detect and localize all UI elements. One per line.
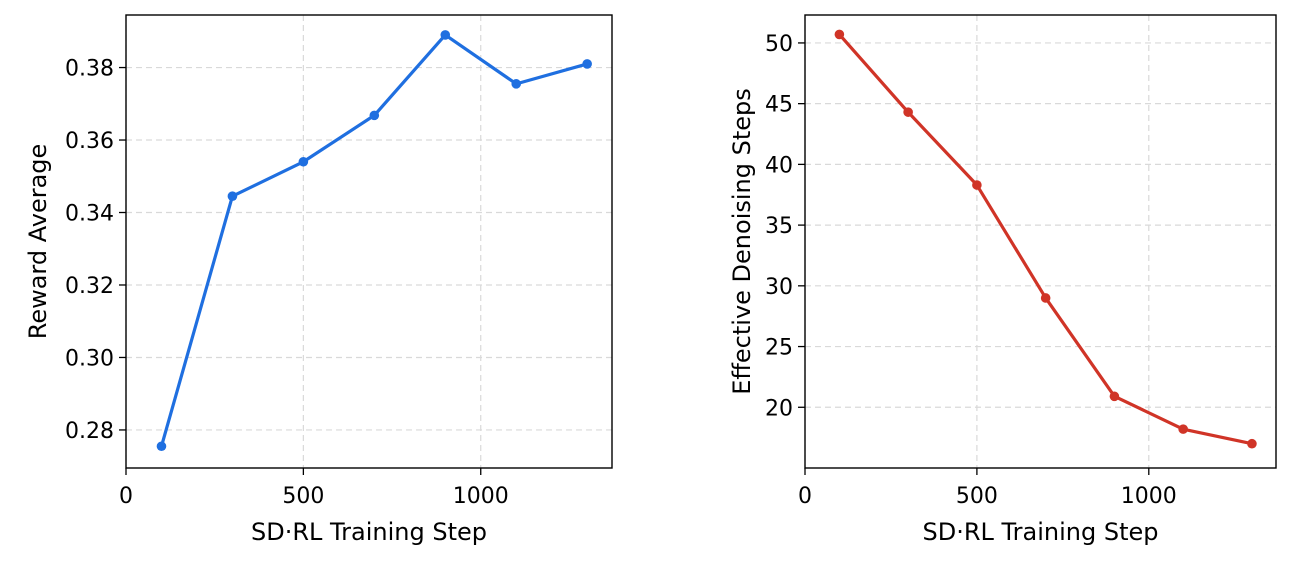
data-point <box>972 180 982 190</box>
y-tick-label: 30 <box>765 275 793 300</box>
data-point <box>1109 391 1120 402</box>
x-axis-label: SD·RL Training Step <box>251 518 487 546</box>
data-point <box>834 29 845 40</box>
data-point <box>1247 438 1257 449</box>
effective-denoising-steps-chart: 0 500 1000 20 25 30 35 40 45 50 SD·RL Training St… <box>728 14 1277 546</box>
y-tick-label: 0.38 <box>65 57 114 82</box>
y-tick-label: 0.32 <box>65 274 114 299</box>
data-point <box>298 156 309 167</box>
x-tick-label: 500 <box>956 484 998 509</box>
x-tick-label: 0 <box>119 484 133 509</box>
x-tick-label: 500 <box>282 484 324 509</box>
data-point <box>903 107 913 117</box>
y-tick-label: 25 <box>765 336 793 361</box>
y-tick-label: 45 <box>765 93 793 118</box>
series-line <box>159 33 589 448</box>
y-axis-label: Reward Average <box>24 144 52 340</box>
data-point <box>227 191 238 201</box>
y-tick-label: 50 <box>765 32 793 57</box>
data-point <box>440 30 451 40</box>
y-tick-label: 35 <box>765 214 793 239</box>
y-tick-label: 0.36 <box>65 129 114 154</box>
data-point <box>582 59 592 69</box>
plot-frame <box>125 14 613 469</box>
data-point <box>1040 293 1051 303</box>
data-point <box>511 79 522 89</box>
y-tick-label: 0.34 <box>65 202 114 227</box>
data-point <box>156 441 167 452</box>
y-axis-label: Effective Denoising Steps <box>728 88 756 395</box>
reward-average-chart: 0 500 1000 0.28 0.30 0.32 0.34 0.36 0.38 SD·RL T… <box>24 14 613 546</box>
data-point <box>1178 424 1188 434</box>
y-tick-label: 0.28 <box>65 419 114 444</box>
x-axis-label: SD·RL Training Step <box>923 518 1159 546</box>
x-tick-label: 1000 <box>453 484 509 509</box>
x-tick-label: 1000 <box>1121 484 1177 509</box>
data-point <box>369 110 380 121</box>
y-tick-label: 40 <box>765 153 793 178</box>
plot-frame <box>804 14 1277 469</box>
y-tick-label: 20 <box>765 396 793 421</box>
series-line <box>837 32 1254 446</box>
x-tick-label: 0 <box>798 484 812 509</box>
y-tick-label: 0.30 <box>65 346 114 371</box>
